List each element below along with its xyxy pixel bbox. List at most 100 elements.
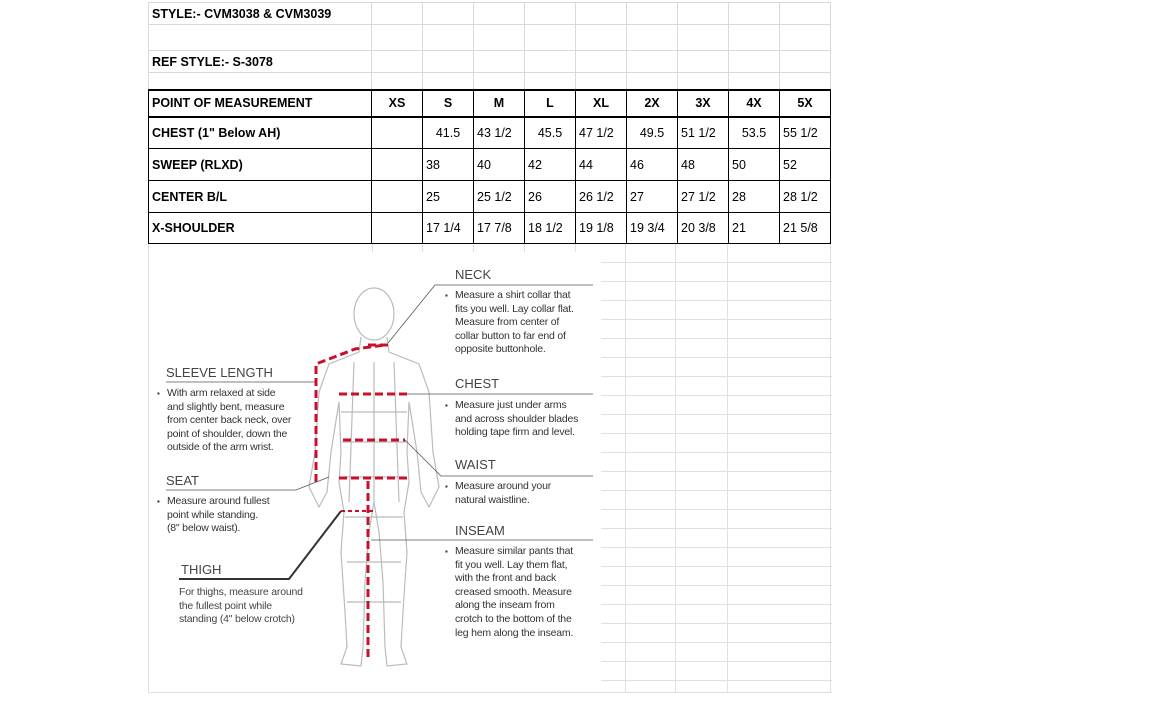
- chest-title: CHEST: [455, 376, 500, 391]
- cell: 28 1/2: [779, 180, 831, 213]
- cell: 51 1/2: [677, 116, 729, 149]
- body-figure: [166, 284, 593, 667]
- text-line: Measure from center of: [455, 316, 560, 329]
- cell: 47 1/2: [575, 116, 627, 149]
- thigh-description: For thighs, measure around the fullest p…: [179, 586, 303, 627]
- cell: 41.5: [422, 116, 474, 149]
- column-header: POINT OF MEASUREMENT: [148, 88, 372, 118]
- text-line: from center back neck, over: [167, 414, 292, 427]
- column-header: XL: [575, 88, 627, 118]
- text-line: the fullest point while: [179, 599, 272, 612]
- cell: 27: [626, 180, 678, 213]
- cell: 19 3/4: [626, 212, 678, 244]
- cell: 18 1/2: [524, 212, 576, 244]
- neck-title: NECK: [455, 267, 492, 282]
- table-row: X-SHOULDER 17 1/4 17 7/8 18 1/2 19 1/8 1…: [148, 212, 831, 244]
- cell: 38: [422, 148, 474, 181]
- chest-description: Measure just under arms and across shoul…: [445, 399, 579, 440]
- text-line: standing (4" below crotch): [179, 613, 295, 626]
- column-header: S: [422, 88, 474, 118]
- row-label: CHEST (1" Below AH): [148, 116, 372, 149]
- text-line: fits you well. Lay collar flat.: [455, 302, 574, 315]
- column-header: 4X: [728, 88, 780, 118]
- text-line: with the front and back: [455, 572, 557, 585]
- cell: 21: [728, 212, 780, 244]
- text-line: opposite buttonhole.: [455, 343, 546, 356]
- text-line: and across shoulder blades: [455, 412, 579, 425]
- cell: 40: [473, 148, 525, 181]
- thigh-title: THIGH: [181, 562, 222, 577]
- text-line: point of shoulder, down the: [167, 427, 288, 440]
- seat-title: SEAT: [166, 473, 199, 488]
- waist-title: WAIST: [455, 457, 496, 472]
- size-spec-table: STYLE:- CVM3038 & CVM3039 REF STYLE:- S-…: [148, 2, 831, 244]
- text-line: Measure just under arms: [445, 399, 578, 413]
- cell: 26 1/2: [575, 180, 627, 213]
- column-header: L: [524, 88, 576, 118]
- cell: [371, 148, 423, 181]
- text-line: Measure around your: [445, 480, 551, 494]
- table-row: CENTER B/L 25 25 1/2 26 26 1/2 27 27 1/2…: [148, 180, 831, 213]
- table-row: SWEEP (RLXD) 38 40 42 44 46 48 50 52: [148, 148, 831, 181]
- cell: 49.5: [626, 116, 678, 149]
- style-cell: STYLE:- CVM3038 & CVM3039: [148, 2, 372, 25]
- row-label: CENTER B/L: [148, 180, 372, 213]
- cell: 42: [524, 148, 576, 181]
- ref-style-cell: REF STYLE:- S-3078: [148, 50, 372, 73]
- cell: 17 7/8: [473, 212, 525, 244]
- sleeve-length-description: With arm relaxed at side and slightly be…: [157, 387, 292, 455]
- text-line: leg hem along the inseam.: [455, 626, 574, 639]
- text-line: (8" below waist).: [167, 522, 241, 535]
- column-header: 5X: [779, 88, 831, 118]
- cell: 26: [524, 180, 576, 213]
- text-line: along the inseam from: [455, 599, 555, 612]
- text-line: collar button to far end of: [455, 329, 566, 342]
- cell: 21 5/8: [779, 212, 831, 244]
- text-line: holding tape firm and level.: [455, 426, 575, 439]
- waist-description: Measure around your natural waistline.: [445, 480, 551, 507]
- column-header: XS: [371, 88, 423, 118]
- text-line: and slightly bent, measure: [167, 400, 285, 413]
- text-line: Measure around fullest: [157, 495, 270, 509]
- cell: 55 1/2: [779, 116, 831, 149]
- cell: 45.5: [524, 116, 576, 149]
- text-line: For thighs, measure around: [179, 586, 303, 598]
- sleeve-length-title: SLEEVE LENGTH: [166, 365, 273, 380]
- column-header: 2X: [626, 88, 678, 118]
- cell: 25: [422, 180, 474, 213]
- text-line: crotch to the bottom of the: [455, 612, 572, 625]
- text-line: With arm relaxed at side: [157, 387, 291, 401]
- neck-description: Measure a shirt collar that fits you wel…: [445, 289, 574, 357]
- cell: 19 1/8: [575, 212, 627, 244]
- cell: 46: [626, 148, 678, 181]
- text-line: point while standing.: [167, 508, 258, 521]
- cell: 20 3/8: [677, 212, 729, 244]
- cell: 52: [779, 148, 831, 181]
- cell: 28: [728, 180, 780, 213]
- cell: [371, 116, 423, 149]
- inseam-description: Measure similar pants that fit you well.…: [445, 545, 574, 640]
- cell: 17 1/4: [422, 212, 474, 244]
- table-row: CHEST (1" Below AH) 41.5 43 1/2 45.5 47 …: [148, 116, 831, 149]
- text-line: Measure similar pants that: [445, 545, 573, 559]
- cell: 48: [677, 148, 729, 181]
- cell: 25 1/2: [473, 180, 525, 213]
- cell: [371, 212, 423, 244]
- measurement-diagram: NECK Measure a shirt collar that fits yo…: [149, 252, 601, 692]
- row-label: SWEEP (RLXD): [148, 148, 372, 181]
- text-line: creased smooth. Measure: [455, 585, 572, 598]
- text-line: Measure a shirt collar that: [445, 289, 574, 303]
- cell: 50: [728, 148, 780, 181]
- cell: 44: [575, 148, 627, 181]
- seat-description: Measure around fullest point while stand…: [157, 495, 270, 536]
- inseam-title: INSEAM: [455, 523, 505, 538]
- column-header: 3X: [677, 88, 729, 118]
- cell: 27 1/2: [677, 180, 729, 213]
- cell: 53.5: [728, 116, 780, 149]
- table-header-row: POINT OF MEASUREMENT XS S M L XL 2X 3X 4…: [148, 88, 831, 118]
- cell: [371, 180, 423, 213]
- cell: 43 1/2: [473, 116, 525, 149]
- text-line: outside of the arm wrist.: [167, 441, 274, 454]
- text-line: natural waistline.: [455, 493, 530, 506]
